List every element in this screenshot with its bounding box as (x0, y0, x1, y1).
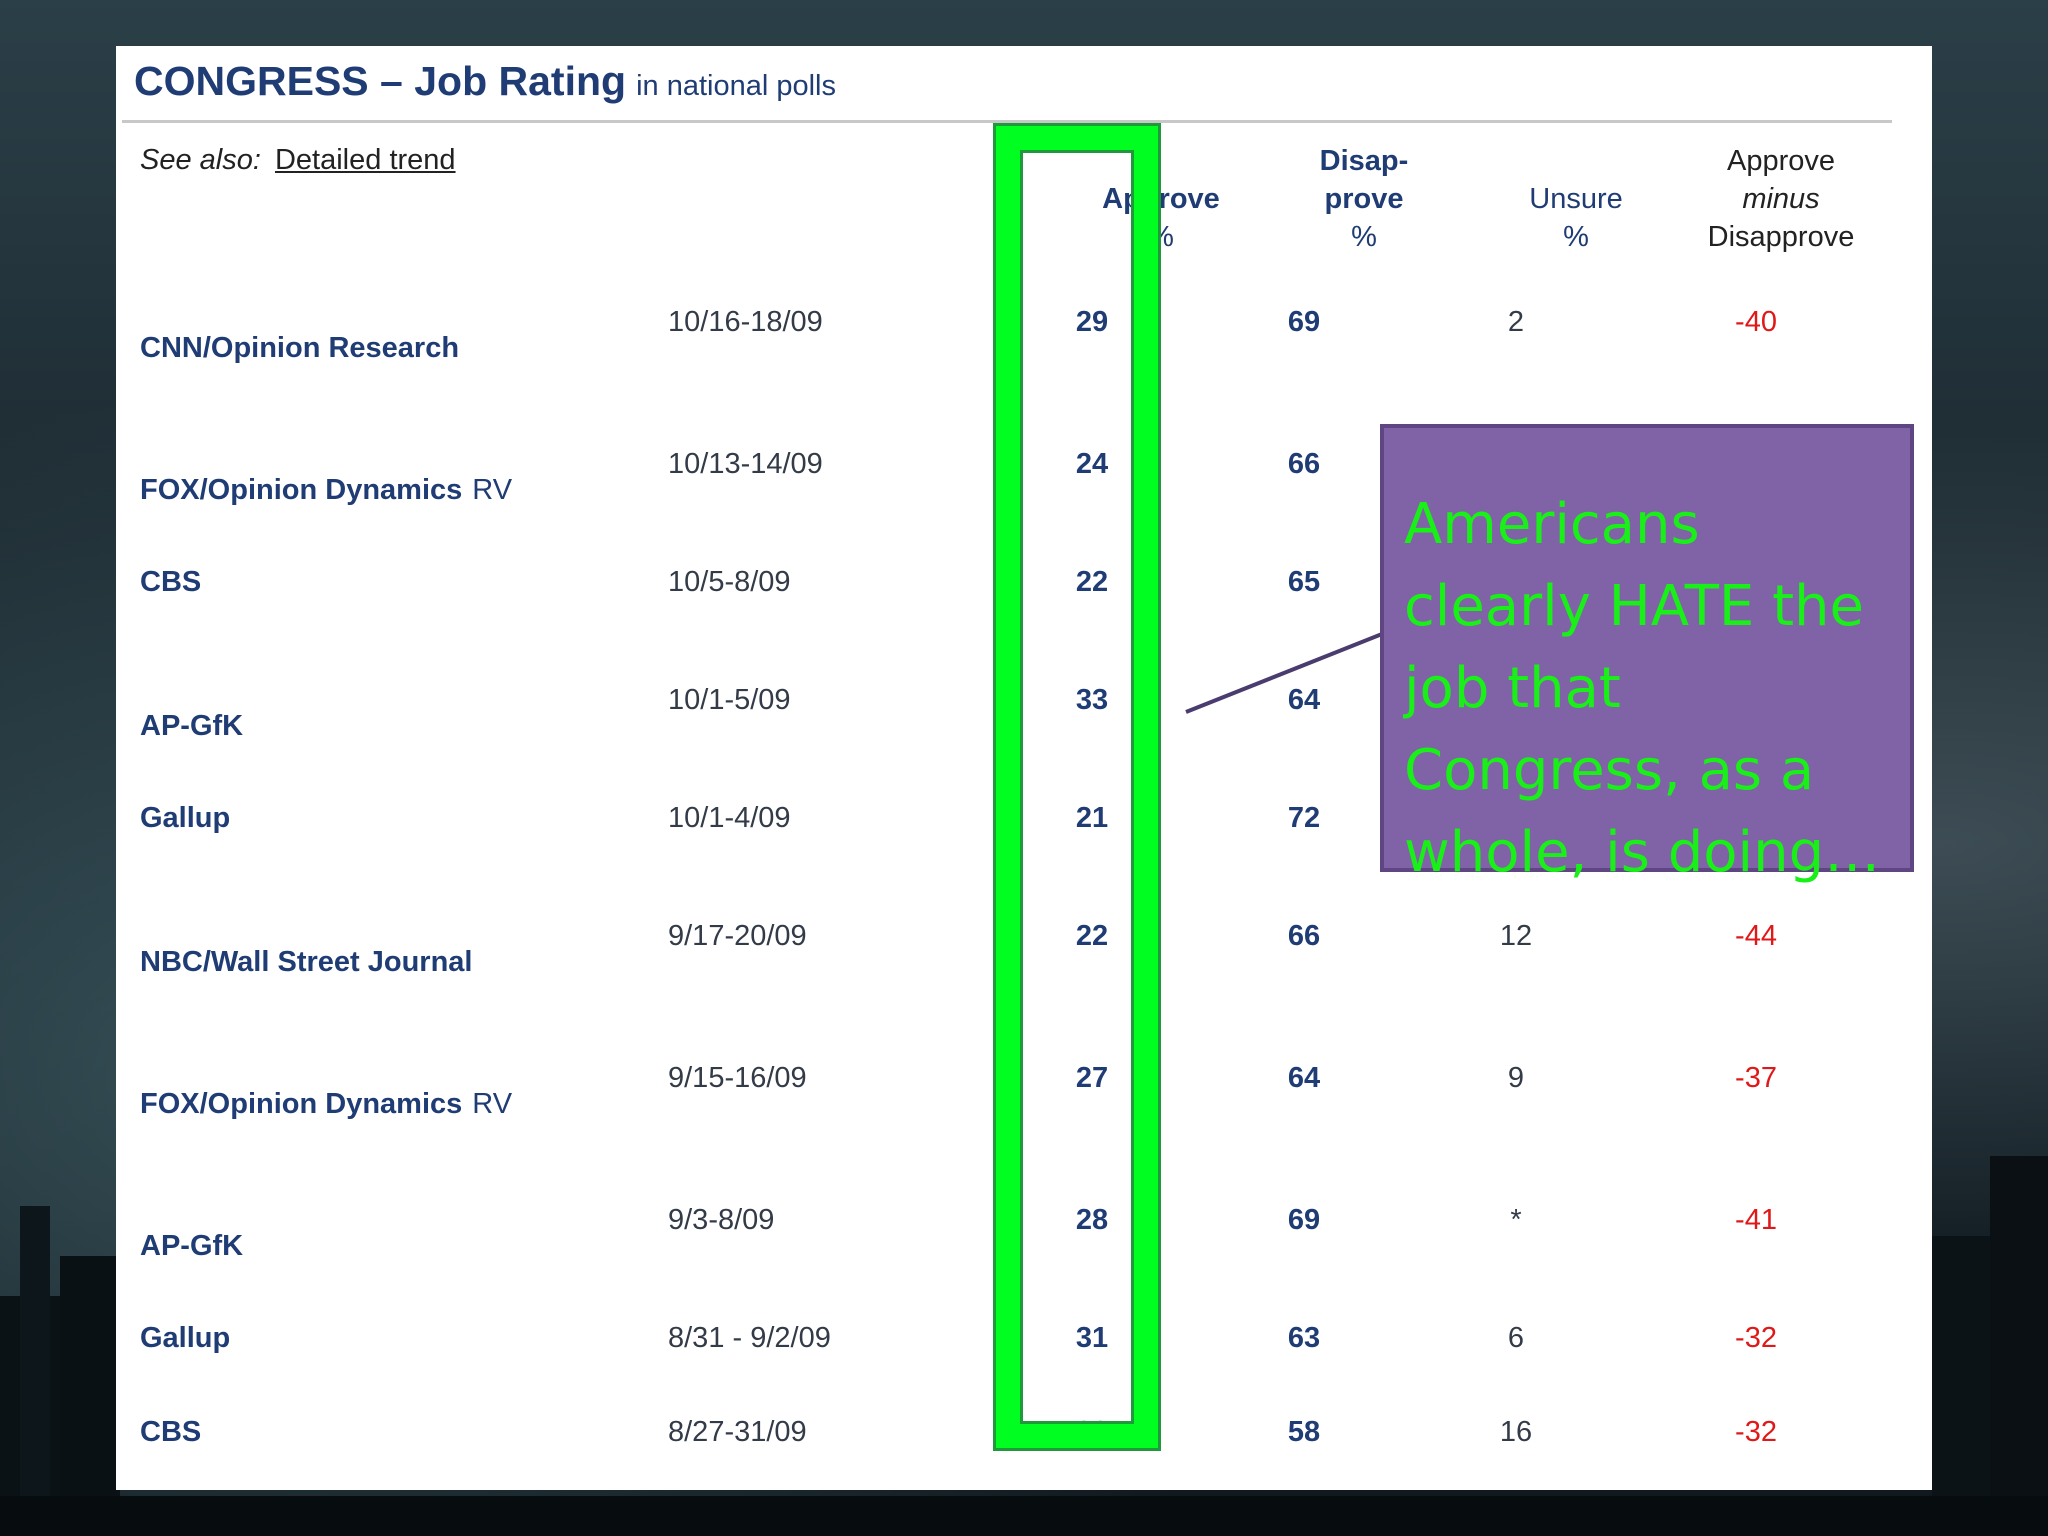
header-net-line-3: Disapprove (1707, 221, 1855, 253)
pollster-name-text: Gallup (140, 802, 231, 834)
disapprove-value: 58 (1287, 1416, 1321, 1448)
pollster-name: FOX/Opinion Dynamics RV (140, 1088, 512, 1121)
approve-value: 24 (1075, 448, 1109, 480)
city-skyline-background (0, 1156, 2048, 1536)
pollster-name: Gallup (140, 1322, 230, 1355)
poll-date: 8/27-31/09 (668, 1416, 807, 1448)
header-net-line-1: Approve (1726, 145, 1835, 177)
unsure-value: 2 (1507, 306, 1525, 338)
header-unsure: Unsure % (1446, 180, 1706, 256)
pollster-name-text: NBC/Wall Street Journal (140, 946, 473, 978)
registered-voters-label: RV (472, 474, 513, 506)
header-approve-minus-disapprove: Approve minus Disapprove (1636, 142, 1926, 256)
pollster-name: AP-GfK (140, 710, 243, 743)
pollster-name-text: Gallup (140, 1322, 231, 1354)
net-value: -32 (1735, 1416, 1777, 1448)
pollster-name-text: CNN/Opinion Research (140, 332, 460, 364)
net-value: -41 (1735, 1204, 1777, 1236)
see-also: See also: Detailed trend (140, 144, 456, 177)
disapprove-value: 65 (1287, 566, 1321, 598)
pollster-name: CNN/Opinion Research (140, 332, 459, 365)
pollster-name-text: AP-GfK (140, 1230, 244, 1262)
poll-date: 10/13-14/09 (668, 448, 823, 480)
header-approve-line-1: Approve (1102, 183, 1220, 215)
net-value: -32 (1735, 1322, 1777, 1354)
disapprove-value: 66 (1287, 920, 1321, 952)
title-divider (122, 120, 1892, 123)
callout-text: Americans clearly HATE the job that Cong… (1404, 492, 1881, 885)
poll-date: 8/31 - 9/2/09 (668, 1322, 831, 1354)
title-subtitle: in national polls (636, 70, 836, 102)
unsure-value: 9 (1507, 1062, 1525, 1094)
poll-date: 10/5-8/09 (668, 566, 791, 598)
header-disapprove-line-2: prove (1324, 183, 1404, 215)
approve-value: 22 (1075, 566, 1109, 598)
approve-value: 21 (1075, 802, 1109, 834)
poll-date: 9/15-16/09 (668, 1062, 807, 1094)
unsure-value: * (1510, 1204, 1522, 1236)
poll-date: 10/1-5/09 (668, 684, 791, 716)
poll-date: 10/16-18/09 (668, 306, 823, 338)
pollster-name-text: AP-GfK (140, 710, 244, 742)
pollster-name: FOX/Opinion Dynamics RV (140, 474, 512, 507)
approve-value: 22 (1075, 920, 1109, 952)
net-value: -40 (1735, 306, 1777, 338)
pollster-name: AP-GfK (140, 1230, 243, 1263)
poll-date: 9/3-8/09 (668, 1204, 775, 1236)
callout-box: Americans clearly HATE the job that Cong… (1380, 424, 1914, 885)
net-value: -44 (1735, 920, 1777, 952)
title-main: CONGRESS – Job Rating (134, 58, 627, 104)
header-net-line-2: minus (1742, 183, 1820, 215)
approve-value: 29 (1075, 306, 1109, 338)
header-disapprove: Disap- prove % (1234, 142, 1494, 256)
approve-value: 33 (1075, 684, 1109, 716)
see-also-label: See also: (140, 144, 261, 176)
disapprove-value: 69 (1287, 1204, 1321, 1236)
pollster-name-text: FOX/Opinion Dynamics (140, 474, 463, 506)
header-disapprove-line-1: Disap- (1319, 145, 1409, 177)
pollster-name: NBC/Wall Street Journal (140, 946, 472, 979)
pollster-name-text: FOX/Opinion Dynamics (140, 1088, 463, 1120)
disapprove-value: 64 (1287, 1062, 1321, 1094)
disapprove-value: 66 (1287, 448, 1321, 480)
pollster-name: Gallup (140, 802, 230, 835)
header-approve: Approve % (1016, 180, 1306, 256)
unsure-value: 6 (1507, 1322, 1525, 1354)
approve-column-highlight (996, 126, 1158, 1448)
registered-voters-label: RV (472, 1088, 513, 1120)
pollster-name: CBS (140, 566, 201, 599)
poll-date: 9/17-20/09 (668, 920, 807, 952)
chart-title: CONGRESS – Job Rating in national polls (134, 58, 836, 105)
unsure-value: 12 (1499, 920, 1533, 952)
approve-value: 27 (1075, 1062, 1109, 1094)
disapprove-value: 63 (1287, 1322, 1321, 1354)
disapprove-value: 69 (1287, 306, 1321, 338)
disapprove-value: 72 (1287, 802, 1321, 834)
header-unsure-line-1: Unsure (1529, 183, 1623, 215)
disapprove-value: 64 (1287, 684, 1321, 716)
header-disapprove-line-3: % (1351, 221, 1377, 253)
header-unsure-line-2: % (1563, 221, 1589, 253)
approve-value: 28 (1075, 1204, 1109, 1236)
pollster-name-text: CBS (140, 566, 202, 598)
poll-date: 10/1-4/09 (668, 802, 791, 834)
pollster-name: CBS (140, 1416, 201, 1449)
pollster-name-text: CBS (140, 1416, 202, 1448)
detailed-trend-link[interactable]: Detailed trend (274, 144, 456, 176)
approve-value: 31 (1075, 1322, 1109, 1354)
net-value: -37 (1735, 1062, 1777, 1094)
unsure-value: 16 (1499, 1416, 1533, 1448)
